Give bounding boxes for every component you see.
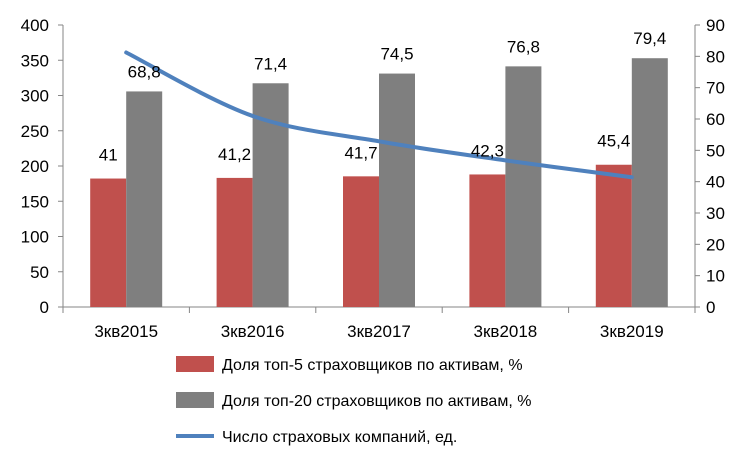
y-right-tick-label: 90 (706, 16, 725, 35)
y-left-tick-label: 0 (40, 298, 49, 317)
line-point (379, 141, 380, 142)
x-tick-label: 3кв2016 (221, 322, 285, 341)
legend-label: Доля топ-5 страховщиков по активам, % (222, 357, 523, 374)
line-point (126, 52, 127, 53)
x-tick-label: 3кв2017 (347, 322, 411, 341)
bar (505, 66, 542, 307)
line-point (505, 160, 506, 161)
y-left-tick-label: 350 (21, 51, 49, 70)
y-left-tick-label: 300 (21, 87, 49, 106)
data-label: 71,4 (254, 54, 287, 73)
bar (90, 178, 127, 307)
line-series (124, 50, 634, 180)
y-right-tick-label: 10 (706, 267, 725, 286)
bar (343, 176, 379, 307)
data-label: 41 (99, 146, 118, 165)
x-tick-label: 3кв2018 (474, 322, 538, 341)
line-point (252, 115, 253, 116)
y-left-tick-label: 50 (30, 263, 49, 282)
data-label: 42,3 (471, 141, 504, 160)
y-left-tick-label: 250 (21, 122, 49, 141)
x-tick-label: 3кв2019 (600, 322, 664, 341)
bar (469, 174, 506, 307)
line-point (631, 177, 632, 178)
data-label: 41,2 (218, 145, 251, 164)
y-left-tick-label: 200 (21, 157, 49, 176)
bar (216, 177, 253, 307)
y-right-tick-label: 50 (706, 141, 725, 160)
y-left-tick-label: 100 (21, 228, 49, 247)
legend-swatch (176, 356, 214, 372)
y-right-tick-label: 80 (706, 47, 725, 66)
y-left-tick-label: 400 (21, 16, 49, 35)
y-right-tick-label: 40 (706, 173, 725, 192)
x-tick-label: 3кв2015 (94, 322, 158, 341)
bars (90, 58, 668, 307)
legend-label: Доля топ-20 страховщиков по активам, % (222, 393, 531, 410)
y-right-tick-label: 20 (706, 235, 725, 254)
bar (595, 164, 632, 307)
data-label: 74,5 (380, 45, 413, 64)
line-path (124, 50, 634, 180)
data-label: 68,8 (128, 62, 161, 81)
y-right-tick-label: 70 (706, 79, 725, 98)
data-labels: 41 41,2 41,7 42,3 45,4 68,8 71,4 74,5 76,8 79,4 (99, 29, 667, 164)
bar (126, 91, 163, 307)
legend-swatch (176, 392, 214, 408)
legend: Доля топ-5 страховщиков по активам, % Дол… (176, 356, 531, 446)
data-label: 79,4 (633, 29, 666, 48)
bar (379, 73, 415, 307)
legend-label: Число страховых компаний, ед. (222, 429, 457, 446)
y-right-tick-label: 30 (706, 204, 725, 223)
y-left-tick-label: 150 (21, 192, 49, 211)
data-label: 45,4 (597, 132, 630, 151)
data-label: 76,8 (507, 37, 540, 56)
bar (631, 58, 668, 307)
y-right-tick-label: 60 (706, 110, 725, 129)
y-right-tick-label: 0 (706, 298, 715, 317)
data-label: 41,7 (344, 143, 377, 162)
